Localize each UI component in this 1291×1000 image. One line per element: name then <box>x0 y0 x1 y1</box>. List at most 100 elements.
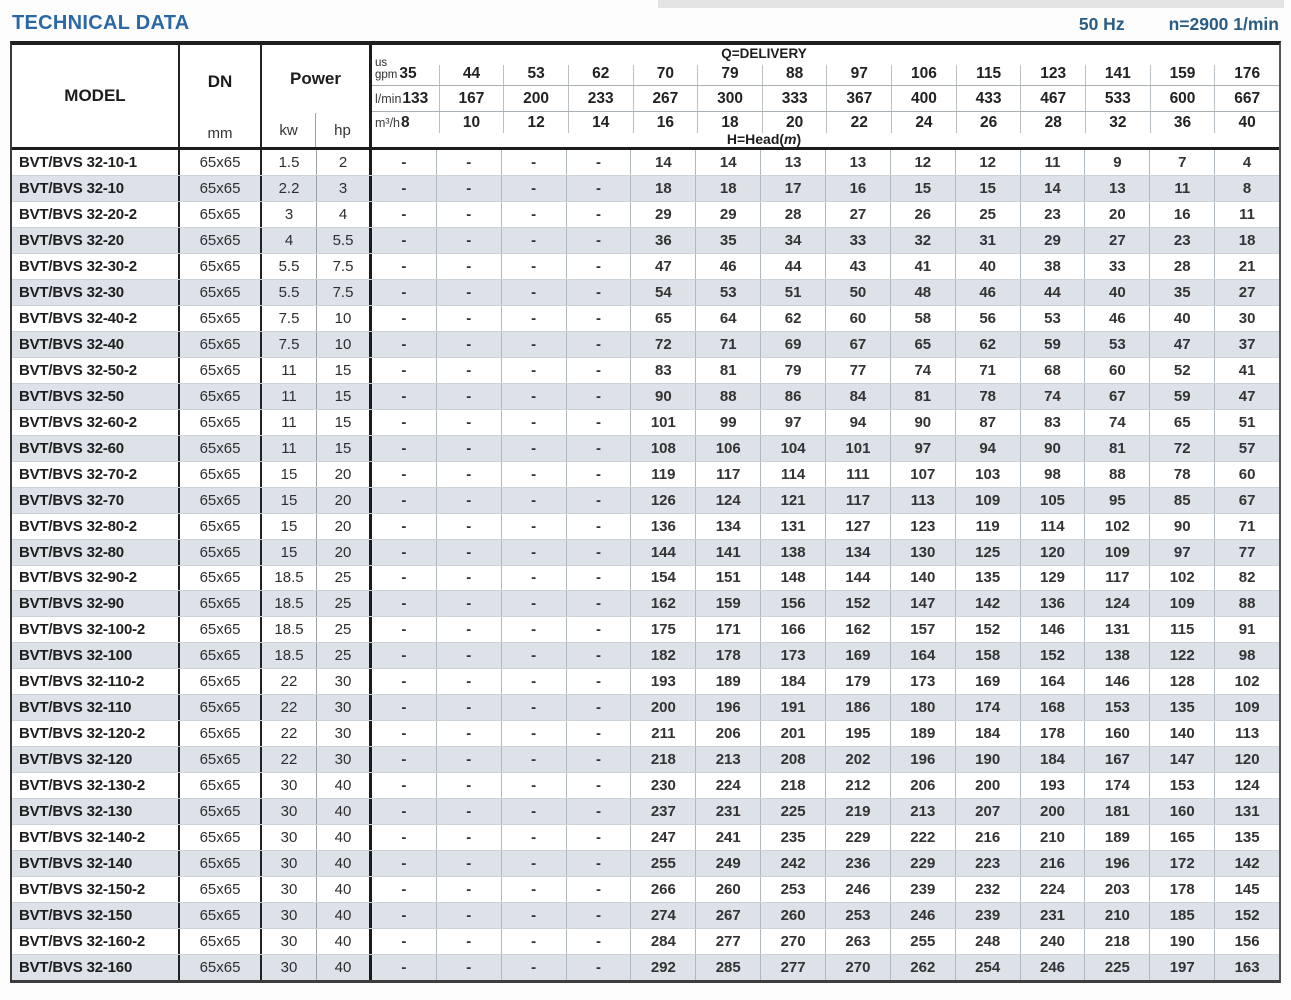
head-value-cell: 23 <box>1149 227 1214 253</box>
head-value-cell: 64 <box>695 305 760 331</box>
head-value-cell: - <box>435 175 501 201</box>
operating-conditions: 50 Hz n=2900 1/min <box>1079 14 1279 35</box>
head-value-cell: 40 <box>1084 279 1149 305</box>
table-row: BVT/BVS 32-100-2 65x65 18.5 25- - - -175 171 166… <box>12 616 1279 643</box>
head-value-cell: 216 <box>954 825 1020 851</box>
head-value-cell: - <box>500 721 566 747</box>
head-value-cell: 88 <box>695 383 760 409</box>
head-value-cell: 117 <box>695 461 760 487</box>
head-value-cell: 72 <box>630 331 695 357</box>
head-value-cell: 34 <box>760 227 825 253</box>
head-value-cell: 47 <box>630 253 695 279</box>
head-value-cell: 11 <box>1019 150 1085 175</box>
head-value-cell: - <box>565 929 631 955</box>
head-label-suffix: ) <box>796 131 802 147</box>
table-row: BVT/BVS 32-40 65x65 7.5 10- - - -72 71 69 67 65 62 5… <box>12 330 1279 357</box>
head-value-cell: 181 <box>1084 799 1149 825</box>
head-value-cell: - <box>435 279 501 305</box>
head-value-cell: 213 <box>695 747 760 773</box>
page-title: TECHNICAL DATA <box>12 12 190 34</box>
head-value-cell: - <box>500 695 566 721</box>
head-value-cell: 255 <box>630 851 695 877</box>
kw-cell: 3 <box>262 201 317 227</box>
model-cell: BVT/BVS 32-20-2 <box>12 201 180 227</box>
delivery-row-m3h: m³/h 8 10 12 14 16 18 20 22 24 26 28 32 36 40 <box>372 112 1279 133</box>
head-value-cell: - <box>500 487 566 513</box>
head-value-cell: 62 <box>760 305 825 331</box>
dn-cell: 65x65 <box>180 331 262 357</box>
head-value-cell: - <box>401 881 407 899</box>
delivery-value: 20 <box>786 113 804 131</box>
delivery-value: 10 <box>462 113 481 131</box>
head-value-cell: 105 <box>1019 487 1085 513</box>
kw-cell: 7.5 <box>262 305 317 331</box>
head-value-cell: 27 <box>1214 279 1279 305</box>
head-value-cell: 195 <box>825 721 890 747</box>
head-value-cell: 124 <box>1084 591 1149 617</box>
head-value-cell: - <box>500 253 566 279</box>
kw-cell: 30 <box>262 773 317 799</box>
head-value-cell: - <box>401 179 407 197</box>
model-cell: BVT/BVS 32-50 <box>12 383 180 409</box>
table-row: BVT/BVS 32-150-2 65x65 30 40- - - -266 260 253 24… <box>12 876 1279 903</box>
head-value-cell: 156 <box>1214 929 1279 955</box>
head-value-cell: 59 <box>1019 331 1085 357</box>
delivery-value: 18 <box>721 113 739 131</box>
head-value-cell: 94 <box>954 435 1020 461</box>
head-value-cell: - <box>435 591 501 617</box>
model-cell: BVT/BVS 32-10 <box>12 175 180 201</box>
head-value-cell: - <box>401 959 407 977</box>
delivery-value: 667 <box>1234 89 1261 107</box>
head-value-cell: 147 <box>889 591 955 617</box>
model-cell: BVT/BVS 32-70-2 <box>12 461 180 487</box>
table-row: BVT/BVS 32-110-2 65x65 22 30- - - -193 189 184 17… <box>12 668 1279 695</box>
head-value-cell: 167 <box>1084 747 1149 773</box>
head-value-cell: 236 <box>825 851 890 877</box>
kw-cell: 11 <box>262 357 317 383</box>
head-value-cell: 43 <box>825 253 890 279</box>
head-value-cell: - <box>500 175 566 201</box>
head-value-cell: - <box>435 253 501 279</box>
head-value-cell: 38 <box>1019 253 1085 279</box>
dn-cell: 65x65 <box>180 955 262 980</box>
head-value-cell: 65 <box>889 331 955 357</box>
hp-cell: 40 <box>317 773 372 799</box>
head-value-cell: 169 <box>954 669 1020 695</box>
head-value-cell: 23 <box>1019 201 1085 227</box>
dn-cell: 65x65 <box>180 513 262 539</box>
head-value-cell: 144 <box>630 539 695 565</box>
head-value-cell: 51 <box>760 279 825 305</box>
delivery-value: 400 <box>911 89 937 107</box>
head-value-cell: - <box>565 227 631 253</box>
delivery-header-cell: 26 <box>955 112 1021 133</box>
kw-unit-label: kw <box>262 113 316 147</box>
hp-cell: 40 <box>317 903 372 929</box>
dn-cell: 65x65 <box>180 591 262 617</box>
head-value-cell: - <box>565 513 631 539</box>
head-value-cell: 67 <box>1214 487 1279 513</box>
head-value-cell: - <box>435 721 501 747</box>
head-value-cell: 109 <box>1084 539 1149 565</box>
kw-cell: 15 <box>262 461 317 487</box>
head-value-cell: 15 <box>889 175 955 201</box>
hp-cell: 40 <box>317 851 372 877</box>
delivery-value: 159 <box>1169 65 1196 82</box>
head-value-cell: 53 <box>1019 305 1085 331</box>
head-value-cell: - <box>565 539 631 565</box>
delivery-header-cell: 106 <box>891 65 956 85</box>
head-value-cell: 219 <box>825 799 890 825</box>
delivery-header-cell: 14 <box>567 112 633 133</box>
delivery-header-cell: 32 <box>1085 112 1150 133</box>
technical-data-table: MODEL DN mm Power kw hp Q=DELIVERY us gpm… <box>10 41 1281 983</box>
table-row: BVT/BVS 32-110 65x65 22 30- - - -200 196 191 186 1… <box>12 694 1279 721</box>
delivery-value: 133 <box>402 89 429 107</box>
head-value-cell: - <box>401 335 407 353</box>
head-value-cell: 239 <box>889 877 955 903</box>
model-cell: BVT/BVS 32-40 <box>12 331 180 357</box>
power-header-label: Power <box>289 69 342 88</box>
dn-column-header: DN mm <box>180 45 262 147</box>
table-row: BVT/BVS 32-20-2 65x65 3 4- - - -29 29 28 27 26 25 23… <box>12 200 1279 227</box>
head-value-cell: - <box>565 279 631 305</box>
head-value-cell: - <box>565 695 631 721</box>
head-value-cell: 35 <box>695 227 760 253</box>
